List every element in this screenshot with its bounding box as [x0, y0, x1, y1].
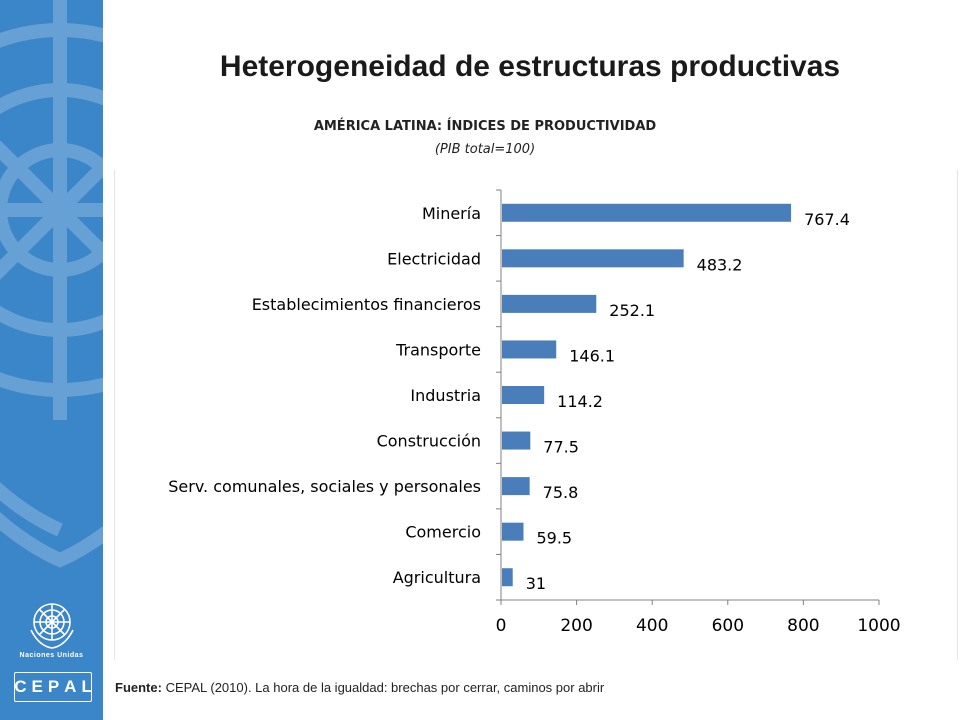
cepal-letter: A: [64, 677, 77, 696]
source-note: Fuente: CEPAL (2010). La hora de la igua…: [115, 680, 604, 695]
value-label: 483.2: [697, 255, 743, 274]
bar: [502, 249, 684, 268]
x-tick-label: 600: [712, 616, 744, 636]
x-tick-label: 200: [560, 616, 592, 636]
category-label: Industria: [410, 386, 481, 405]
chart-title: AMÉRICA LATINA: ÍNDICES DE PRODUCTIVIDAD: [313, 119, 657, 134]
value-label: 114.2: [557, 392, 603, 411]
value-label: 252.1: [609, 301, 655, 320]
un-watermark-icon: [0, 0, 103, 568]
cepal-letter: L: [81, 677, 92, 696]
category-label: Electricidad: [387, 249, 481, 268]
bar: [502, 340, 557, 359]
chart-subtitle: (PIB total=100): [434, 142, 536, 157]
chart-panel: 0 200 400 600 800 1000 Minería 767.4 Electricida…: [114, 170, 958, 660]
bar: [502, 431, 531, 450]
value-label: 31: [526, 574, 546, 593]
category-label: Transporte: [395, 340, 481, 359]
cepal-logo: C E P A L: [14, 672, 92, 702]
bar: [502, 477, 530, 496]
value-label: 767.4: [804, 210, 850, 229]
sidebar: Naciones Unidas C E P A L: [0, 0, 103, 720]
x-tick-label: 400: [636, 616, 668, 636]
bar: [502, 203, 792, 222]
source-text: CEPAL (2010). La hora de la igualdad: br…: [165, 680, 605, 695]
category-label: Comercio: [405, 523, 481, 542]
cepal-letter: P: [47, 677, 60, 696]
x-tick-label: 1000: [857, 616, 900, 636]
page-title: Heterogeneidad de estructuras productiva…: [219, 50, 841, 83]
un-label: Naciones Unidas: [19, 652, 84, 659]
source-label: Fuente:: [115, 680, 162, 695]
un-emblem-icon: [30, 603, 74, 649]
cepal-letter: E: [31, 677, 43, 696]
x-tick-label: 800: [787, 616, 819, 636]
x-tick-label: 0: [496, 616, 507, 636]
bar: [502, 522, 524, 541]
bar: [502, 386, 545, 404]
cepal-letter: C: [14, 677, 27, 696]
bar: [502, 568, 513, 587]
category-label: Minería: [422, 204, 481, 223]
value-label: 146.1: [569, 346, 615, 365]
cepal-letters: C E P A L: [14, 673, 92, 701]
value-label: 77.5: [543, 438, 579, 457]
category-label: Agricultura: [393, 568, 481, 587]
category-label: Establecimientos financieros: [252, 295, 481, 314]
category-label: Construcción: [377, 432, 481, 451]
bar-chart: 0 200 400 600 800 1000 Minería 767.4 Electricida…: [168, 189, 901, 636]
value-label: 75.8: [543, 483, 579, 502]
value-label: 59.5: [536, 529, 572, 548]
bar: [502, 294, 597, 313]
category-label: Serv. comunales, sociales y personales: [168, 477, 481, 496]
